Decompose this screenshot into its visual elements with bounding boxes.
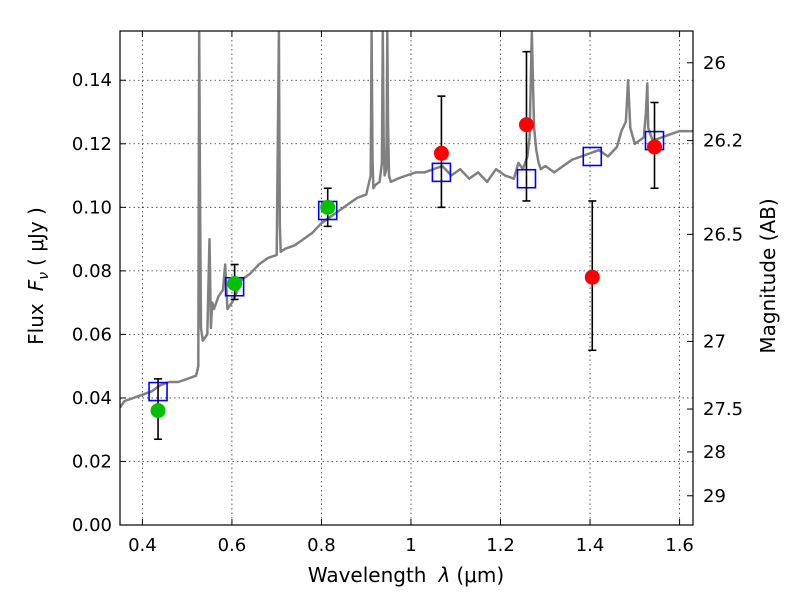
- y-tick-label: 0.14: [72, 70, 112, 91]
- model-square: [582, 146, 603, 167]
- y-tick-label: 0.02: [72, 451, 112, 472]
- y-axis-title: FluxFν( μJy ): [24, 207, 52, 345]
- y2-tick-label: 27: [703, 331, 726, 352]
- ticks: 0.4 0.6 0.8 1 1.2 1.4 1.6 0.00 0.02 0.04 0.06 0.08 0…: [72, 31, 743, 556]
- grid: [120, 31, 693, 526]
- y-tick-label: 0.00: [72, 515, 112, 536]
- y-tick-label: 0.08: [72, 261, 112, 282]
- y-tick-label: 0.04: [72, 388, 112, 409]
- observed-optical-point: [227, 276, 243, 292]
- observed-nir-point: [584, 269, 600, 285]
- y-tick-label: 0.12: [72, 134, 112, 155]
- y2-tick-label: 26.2: [703, 131, 743, 152]
- y-tick-label: 0.06: [72, 324, 112, 345]
- y2-tick-label: 28: [703, 442, 726, 463]
- observed-nir-point: [433, 145, 449, 161]
- x-axis-title: Wavelength λ (μm): [308, 563, 504, 587]
- y2-tick-label: 27.5: [703, 399, 743, 420]
- plot-frame: [119, 30, 694, 526]
- y-tick-label: 0.10: [72, 197, 112, 218]
- y2-tick-label: 29: [703, 486, 726, 507]
- observed-nir-point: [647, 139, 663, 155]
- x-tick-label: 1.6: [665, 535, 694, 556]
- y2-tick-label: 26: [703, 53, 726, 74]
- data-layer: [120, 31, 693, 441]
- x-tick-label: 0.6: [218, 535, 247, 556]
- observed-optical-point: [320, 199, 336, 215]
- spectrum-line: [120, 31, 693, 409]
- y2-tick-label: 26.5: [703, 224, 743, 245]
- right-axis-title: Magnitude (AB): [756, 198, 780, 353]
- observed-nir-point: [518, 117, 534, 133]
- x-tick-label: 0.4: [128, 535, 157, 556]
- x-tick-label: 1.2: [486, 535, 515, 556]
- x-tick-label: 0.8: [307, 535, 336, 556]
- x-tick-label: 1.4: [576, 535, 605, 556]
- observed-optical-point: [150, 403, 166, 419]
- x-tick-label: 1: [405, 535, 416, 556]
